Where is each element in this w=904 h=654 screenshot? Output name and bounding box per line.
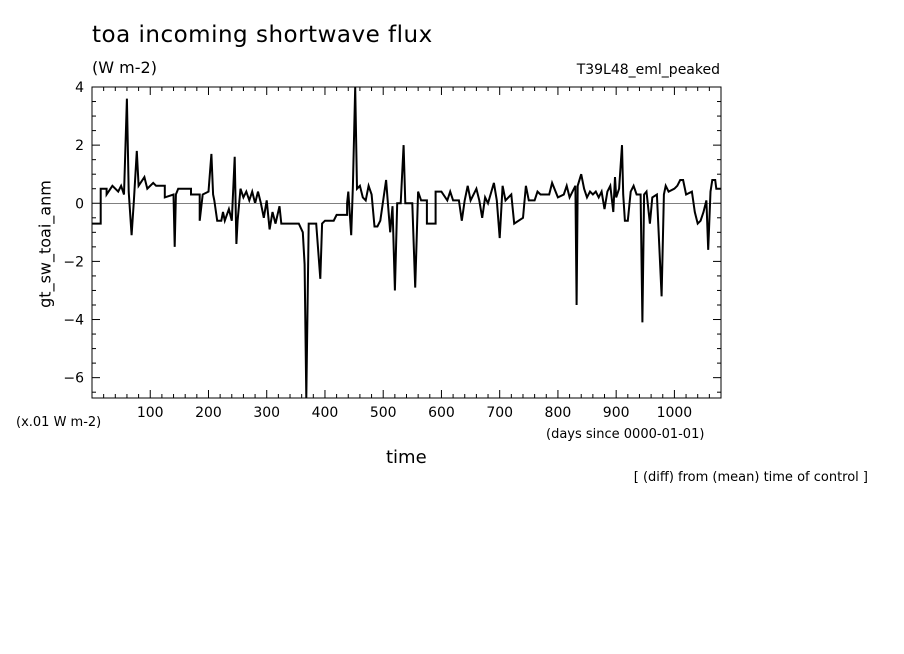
x-tick-label: 900 (603, 405, 630, 421)
x-axis-label: time (386, 447, 427, 468)
y-tick-label: −2 (63, 254, 84, 270)
plot-frame (91, 86, 722, 399)
y-tick-label: 0 (75, 196, 84, 212)
x-tick-label: 400 (312, 405, 339, 421)
x-tick-label: 100 (137, 405, 164, 421)
series-line-0 (92, 86, 721, 399)
x-tick-label: 300 (253, 405, 280, 421)
y-tick-label: −4 (63, 313, 84, 329)
x-tick-label: 200 (195, 405, 222, 421)
x-tick-label: 500 (370, 405, 397, 421)
x-tick-label: 1000 (657, 405, 693, 421)
chart-title: toa incoming shortwave flux (92, 22, 433, 48)
run-name: T39L48_eml_peaked (576, 62, 720, 78)
x-tick-label: 800 (545, 405, 572, 421)
scale-note: (x.01 W m-2) (16, 415, 102, 430)
units-label: (W m-2) (92, 58, 157, 77)
y-tick-label: −6 (63, 371, 84, 387)
x-tick-label: 700 (486, 405, 513, 421)
y-tick-label: 2 (75, 138, 84, 154)
x-tick-label: 600 (428, 405, 455, 421)
x-axis-units: (days since 0000-01-01) (546, 427, 705, 442)
footnote: [ (diff) from (mean) time of control ] (633, 470, 868, 485)
y-tick-label: 4 (75, 80, 84, 96)
